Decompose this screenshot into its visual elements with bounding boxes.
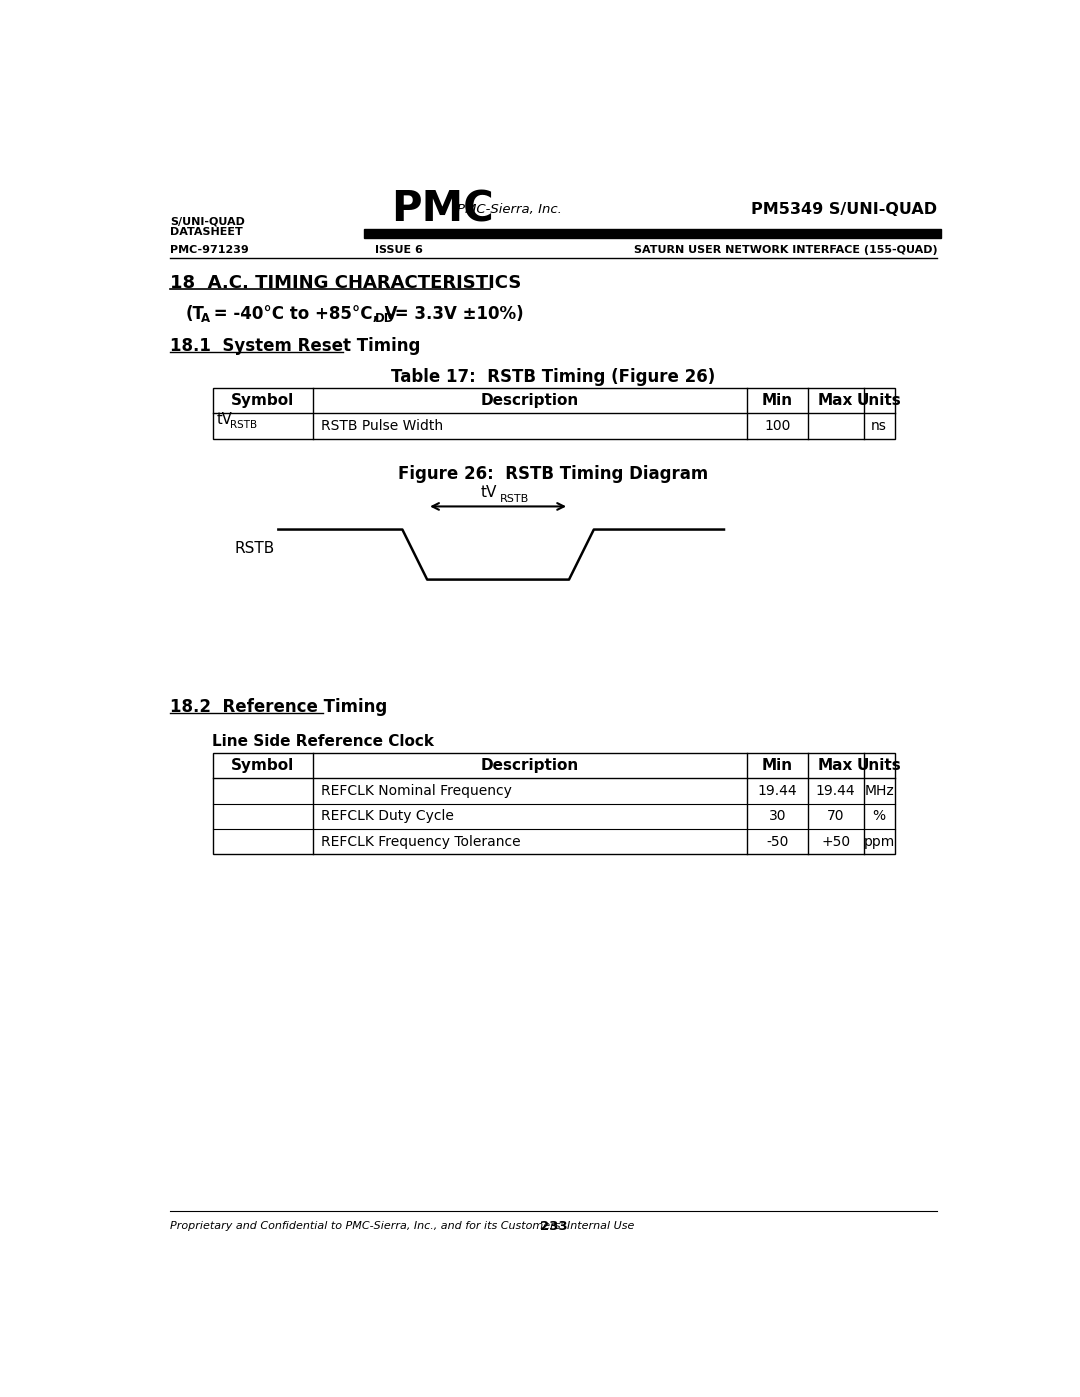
Text: Symbol: Symbol	[231, 393, 295, 408]
Text: -50: -50	[767, 835, 788, 849]
Bar	[213, 388, 894, 439]
Text: Min: Min	[761, 759, 793, 773]
Text: Max: Max	[818, 759, 853, 773]
Text: REFCLK Nominal Frequency: REFCLK Nominal Frequency	[321, 784, 512, 798]
Text: DD: DD	[375, 313, 394, 326]
Text: S/UNI-QUAD: S/UNI-QUAD	[170, 217, 245, 226]
Text: = 3.3V ±10%): = 3.3V ±10%)	[389, 305, 524, 323]
Text: Units: Units	[856, 759, 902, 773]
Text: REFCLK Frequency Tolerance: REFCLK Frequency Tolerance	[321, 835, 521, 849]
Text: 19.44: 19.44	[815, 784, 855, 798]
Text: tV: tV	[216, 412, 232, 426]
Text: ISSUE 6: ISSUE 6	[375, 244, 423, 256]
Text: PM5349 S/UNI-QUAD: PM5349 S/UNI-QUAD	[751, 203, 937, 218]
Text: 100: 100	[765, 419, 791, 433]
Text: DATASHEET: DATASHEET	[170, 226, 243, 236]
Text: Table 17:  RSTB Timing (Figure 26): Table 17: RSTB Timing (Figure 26)	[391, 367, 716, 386]
Text: +50: +50	[821, 835, 850, 849]
Text: PMC-Sierra, Inc.: PMC-Sierra, Inc.	[457, 204, 562, 217]
Text: MHz: MHz	[864, 784, 894, 798]
Text: Symbol: Symbol	[231, 759, 295, 773]
Text: PMC: PMC	[391, 189, 494, 231]
Text: Figure 26:  RSTB Timing Diagram: Figure 26: RSTB Timing Diagram	[399, 465, 708, 483]
Text: 30: 30	[769, 809, 786, 823]
Text: %: %	[873, 809, 886, 823]
Text: RSTB: RSTB	[230, 420, 257, 430]
Text: Description: Description	[481, 759, 579, 773]
Text: 19.44: 19.44	[758, 784, 797, 798]
Text: Units: Units	[856, 393, 902, 408]
Text: RSTB: RSTB	[234, 541, 274, 556]
Bar	[364, 229, 941, 239]
Text: RSTB: RSTB	[500, 495, 529, 504]
Text: ppm: ppm	[863, 835, 894, 849]
Text: Line Side Reference Clock: Line Side Reference Clock	[213, 733, 434, 749]
Text: PMC-971239: PMC-971239	[170, 244, 248, 256]
Bar	[213, 753, 894, 855]
Text: tV: tV	[481, 485, 497, 500]
Text: REFCLK Duty Cycle: REFCLK Duty Cycle	[321, 809, 454, 823]
Text: Proprietary and Confidential to PMC-Sierra, Inc., and for its Customers' Interna: Proprietary and Confidential to PMC-Sier…	[170, 1221, 634, 1231]
Text: 233: 233	[540, 1220, 567, 1234]
Text: RSTB Pulse Width: RSTB Pulse Width	[321, 419, 443, 433]
Text: = -40°C to +85°C, V: = -40°C to +85°C, V	[207, 305, 397, 323]
Text: Description: Description	[481, 393, 579, 408]
Text: 18.1  System Reset Timing: 18.1 System Reset Timing	[170, 337, 420, 355]
Text: ns: ns	[872, 419, 887, 433]
Text: SATURN USER NETWORK INTERFACE (155-QUAD): SATURN USER NETWORK INTERFACE (155-QUAD)	[634, 244, 937, 256]
Text: Min: Min	[761, 393, 793, 408]
Text: (T: (T	[186, 305, 204, 323]
Text: 70: 70	[827, 809, 845, 823]
Text: 18.2  Reference Timing: 18.2 Reference Timing	[170, 697, 387, 715]
Text: Max: Max	[818, 393, 853, 408]
Text: 18  A.C. TIMING CHARACTERISTICS: 18 A.C. TIMING CHARACTERISTICS	[170, 274, 522, 292]
Text: A: A	[201, 313, 210, 326]
